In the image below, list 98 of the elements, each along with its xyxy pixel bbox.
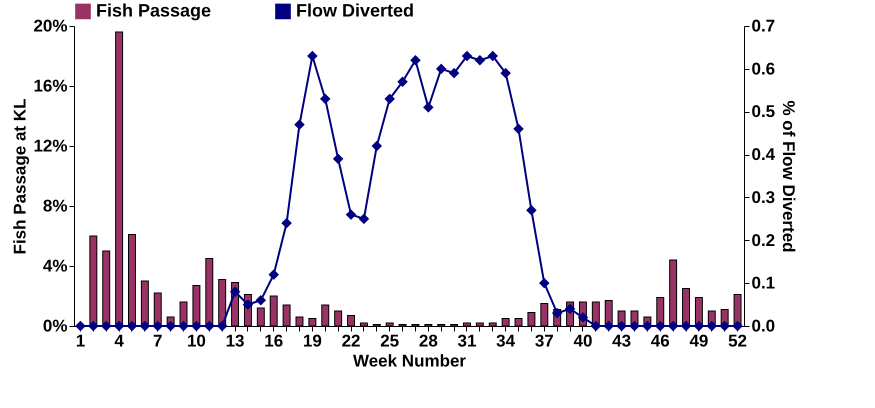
x-tick-label: 10 bbox=[186, 332, 206, 350]
point bbox=[474, 55, 486, 66]
x-axis-title: Week Number bbox=[352, 352, 466, 370]
point bbox=[410, 55, 421, 66]
x-tick-label: 31 bbox=[458, 332, 476, 350]
y-tick-label: 20% bbox=[33, 16, 68, 36]
y2-tick-label: 0.1 bbox=[752, 274, 776, 293]
point bbox=[307, 50, 318, 62]
point bbox=[320, 94, 330, 104]
point bbox=[372, 140, 382, 152]
legend-label: Flow Diverted bbox=[296, 0, 414, 20]
bar bbox=[192, 285, 200, 326]
y2-tick-label: 0.4 bbox=[752, 145, 776, 164]
point bbox=[448, 68, 460, 78]
point bbox=[642, 320, 653, 332]
y2-tick-label: 0.6 bbox=[752, 59, 776, 78]
y2-tick-label: 0.7 bbox=[752, 16, 776, 36]
x-tick-label: 34 bbox=[496, 332, 516, 350]
point bbox=[564, 304, 576, 314]
point bbox=[230, 286, 240, 297]
point bbox=[578, 312, 588, 323]
y2-tick-label: 0.5 bbox=[752, 102, 776, 122]
y2-tick-label: 0.2 bbox=[752, 230, 776, 250]
point bbox=[204, 320, 215, 332]
bar bbox=[128, 234, 136, 326]
y-tick-label: 0% bbox=[42, 316, 68, 336]
point bbox=[488, 50, 498, 62]
x-tick-label: 22 bbox=[342, 332, 360, 350]
y-axis-title: Fish Passage at KL bbox=[10, 98, 30, 254]
x-tick-label: 1 bbox=[76, 332, 86, 350]
point bbox=[384, 94, 395, 104]
point bbox=[436, 64, 446, 74]
x-tick-label: 19 bbox=[302, 332, 322, 350]
point bbox=[242, 299, 254, 310]
bar bbox=[102, 250, 110, 326]
y-tick-label: 12% bbox=[33, 136, 68, 156]
point bbox=[256, 295, 266, 306]
point bbox=[513, 124, 524, 134]
point bbox=[152, 320, 163, 332]
bar bbox=[140, 280, 149, 326]
point bbox=[165, 320, 176, 332]
x-tick-label: 43 bbox=[612, 332, 632, 350]
bar bbox=[682, 288, 690, 326]
x-tick-label: 52 bbox=[728, 332, 748, 350]
y2-tick-label: 0.0 bbox=[752, 316, 776, 336]
point bbox=[655, 320, 666, 332]
point bbox=[358, 214, 370, 224]
point bbox=[719, 320, 730, 332]
point bbox=[668, 320, 678, 332]
point bbox=[616, 320, 627, 332]
point bbox=[346, 209, 356, 220]
point bbox=[526, 205, 537, 216]
point bbox=[100, 320, 112, 332]
point bbox=[629, 320, 640, 332]
point bbox=[75, 320, 86, 332]
y-tick-label: 8% bbox=[42, 196, 68, 216]
bar bbox=[669, 260, 678, 326]
x-tick-label: 28 bbox=[418, 332, 438, 350]
point bbox=[268, 269, 279, 280]
x-tick-label: 7 bbox=[153, 332, 162, 350]
x-tick-label: 37 bbox=[534, 332, 554, 350]
point bbox=[178, 320, 189, 332]
y-tick-label: 4% bbox=[42, 256, 68, 276]
point bbox=[114, 320, 124, 332]
x-tick-label: 46 bbox=[650, 332, 670, 350]
point bbox=[539, 278, 550, 288]
point bbox=[191, 320, 202, 332]
x-tick-label: 25 bbox=[380, 332, 400, 350]
point bbox=[397, 76, 408, 87]
bar bbox=[205, 258, 214, 326]
x-tick-label: 4 bbox=[114, 332, 124, 350]
point bbox=[694, 320, 704, 332]
point bbox=[706, 320, 718, 332]
point bbox=[140, 320, 150, 332]
point bbox=[500, 68, 511, 78]
point bbox=[732, 320, 743, 332]
point bbox=[216, 320, 228, 332]
x-tick-label: 49 bbox=[689, 332, 708, 350]
x-tick-label: 40 bbox=[573, 332, 592, 350]
bar bbox=[89, 236, 98, 326]
y2-axis-title: % of Flow Diverted bbox=[779, 100, 798, 253]
point bbox=[423, 102, 434, 113]
point bbox=[552, 308, 562, 318]
bar bbox=[115, 32, 124, 326]
legend-label: Fish Passage bbox=[96, 0, 212, 20]
point bbox=[332, 154, 344, 164]
point bbox=[603, 320, 614, 332]
y-tick-label: 16% bbox=[33, 76, 68, 96]
point bbox=[281, 218, 292, 228]
point bbox=[462, 50, 472, 62]
x-tick-label: 16 bbox=[264, 332, 284, 350]
point bbox=[126, 320, 138, 332]
point bbox=[88, 320, 99, 332]
point bbox=[680, 320, 692, 332]
x-tick-label: 13 bbox=[226, 332, 245, 350]
y2-tick-label: 0.3 bbox=[752, 188, 776, 207]
point bbox=[294, 119, 305, 130]
point bbox=[590, 320, 602, 332]
